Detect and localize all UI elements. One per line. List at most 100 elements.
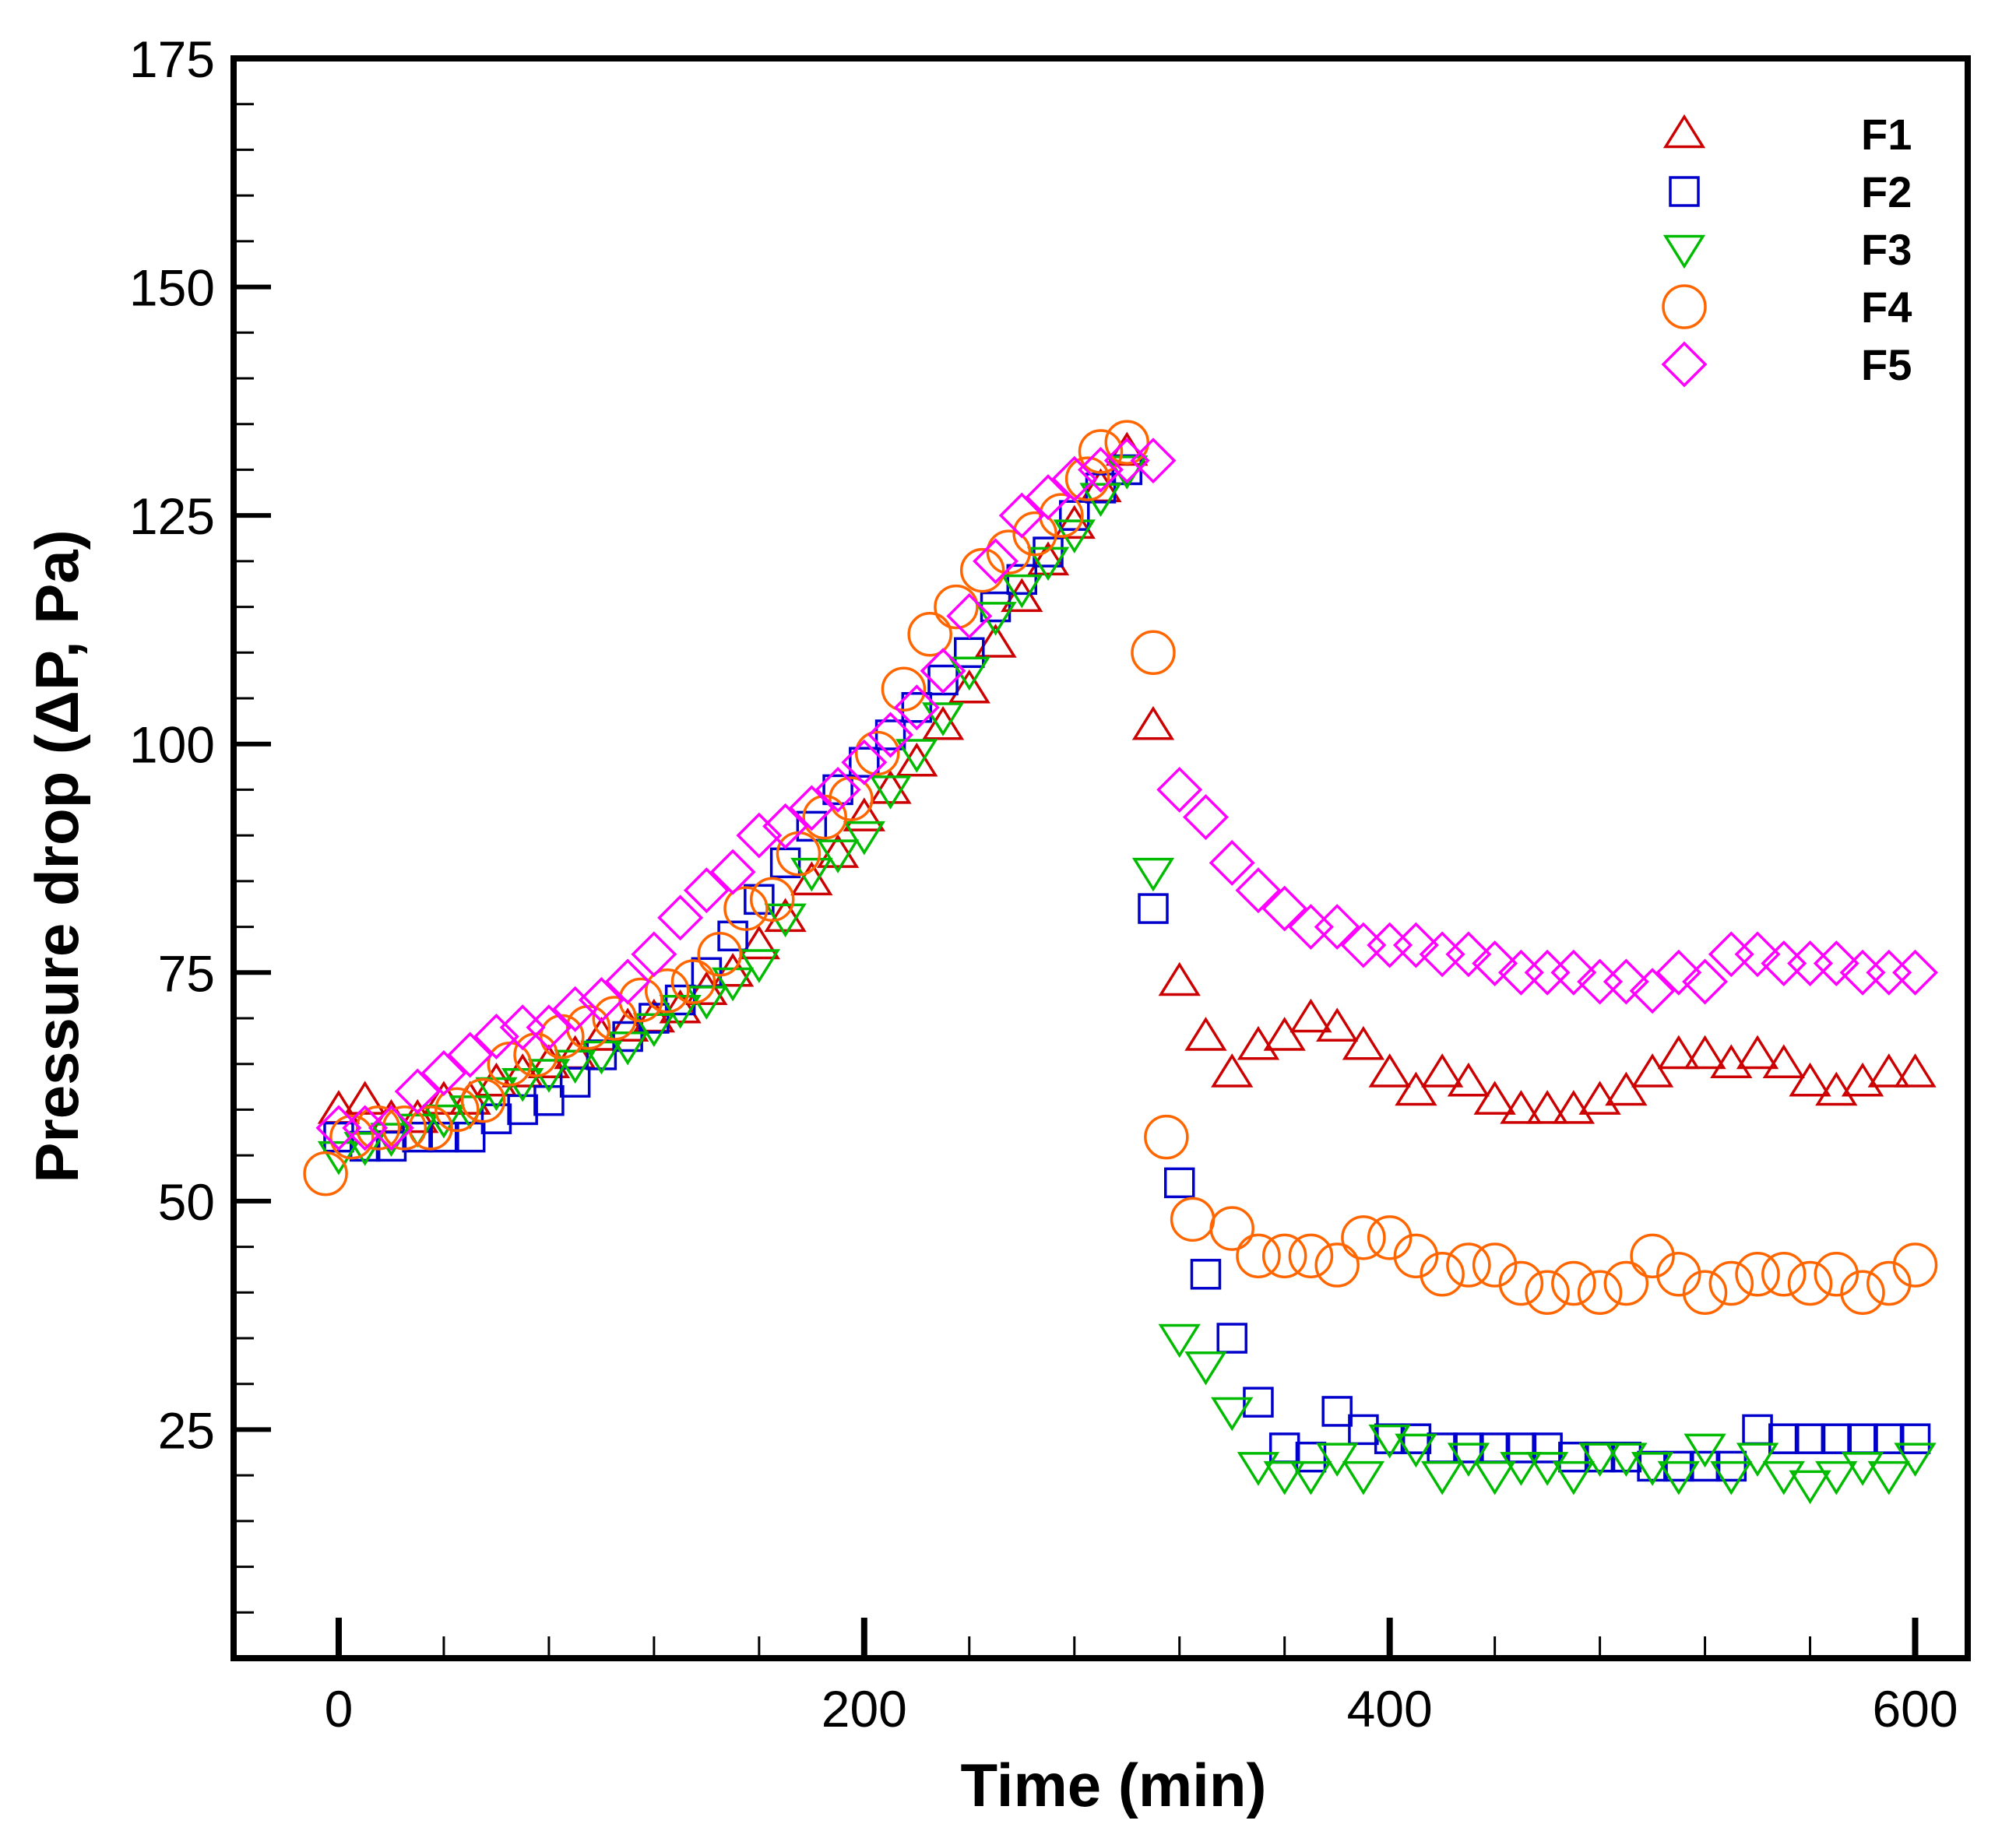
data-point-f5 bbox=[1078, 446, 1124, 493]
data-point-f3 bbox=[1001, 574, 1043, 609]
plot-frame bbox=[230, 55, 1971, 1661]
data-point-f2 bbox=[1715, 1450, 1747, 1482]
data-point-f1 bbox=[843, 797, 885, 831]
data-markers bbox=[303, 420, 1938, 1505]
data-point-f4 bbox=[1039, 493, 1084, 538]
data-point-f5 bbox=[1787, 940, 1834, 987]
data-point-f1 bbox=[501, 1053, 544, 1088]
data-point-f5 bbox=[1892, 949, 1938, 996]
data-point-f1 bbox=[1762, 1044, 1805, 1078]
data-point-f1 bbox=[1316, 1007, 1359, 1042]
data-point-f1 bbox=[816, 834, 860, 868]
data-point-f3 bbox=[895, 739, 938, 773]
data-point-f3 bbox=[475, 1077, 518, 1112]
y-axis-title: Pressure drop (ΔP, Pa) bbox=[23, 529, 91, 1183]
data-point-f4 bbox=[1261, 1233, 1307, 1279]
y-tick-label: 100 bbox=[129, 716, 215, 774]
data-point-f2 bbox=[428, 1121, 459, 1153]
data-point-f2 bbox=[1847, 1423, 1878, 1454]
data-point-f1 bbox=[1026, 541, 1070, 576]
data-point-f3 bbox=[1395, 1433, 1437, 1468]
data-point-f3 bbox=[1026, 546, 1070, 582]
data-point-f1 bbox=[1263, 1017, 1306, 1051]
data-point-f1 bbox=[1867, 1053, 1910, 1088]
data-point-f1 bbox=[659, 989, 702, 1024]
data-point-f5 bbox=[526, 1004, 572, 1051]
data-point-f4 bbox=[1341, 1215, 1386, 1260]
legend-label-f4: F4 bbox=[1861, 283, 1912, 332]
data-point-f2 bbox=[507, 1094, 538, 1126]
data-point-f3 bbox=[1184, 1351, 1227, 1386]
data-point-f1 bbox=[1841, 1062, 1884, 1097]
data-point-f2 bbox=[1874, 1423, 1905, 1454]
data-point-f1 bbox=[1131, 705, 1175, 740]
data-point-f5 bbox=[1524, 949, 1571, 996]
x-tick-label: 200 bbox=[822, 1680, 907, 1738]
data-point-f3 bbox=[1211, 1397, 1254, 1432]
data-point-f4 bbox=[986, 529, 1032, 575]
data-point-f2 bbox=[1006, 564, 1038, 596]
data-point-f4 bbox=[329, 1114, 375, 1160]
data-point-f5 bbox=[1445, 931, 1492, 978]
data-point-f4 bbox=[1708, 1260, 1754, 1306]
data-point-f1 bbox=[1237, 1025, 1280, 1060]
data-point-f4 bbox=[1367, 1215, 1413, 1260]
data-point-f2 bbox=[1899, 1423, 1931, 1454]
data-point-f5 bbox=[946, 592, 993, 639]
data-point-f1 bbox=[606, 1007, 649, 1042]
data-point-f4 bbox=[592, 996, 638, 1041]
data-point-f1 bbox=[1525, 1090, 1569, 1124]
data-point-f2 bbox=[1190, 1259, 1222, 1290]
data-point-f1 bbox=[974, 624, 1017, 658]
data-point-f2 bbox=[1532, 1432, 1563, 1464]
x-axis-ticks: 0 200 400 600 bbox=[325, 1618, 1958, 1738]
data-point-f2 bbox=[927, 664, 959, 696]
data-point-f4 bbox=[1551, 1260, 1596, 1306]
data-point-f5 bbox=[920, 648, 966, 694]
data-point-f3 bbox=[1473, 1460, 1516, 1495]
legend-marker-f5 bbox=[1661, 341, 1708, 388]
series-f5 bbox=[315, 438, 1938, 1151]
data-point-f3 bbox=[1316, 1443, 1359, 1477]
data-point-f4 bbox=[1314, 1242, 1360, 1288]
data-point-f2 bbox=[612, 1021, 643, 1053]
data-point-f4 bbox=[1787, 1260, 1833, 1306]
data-point-f5 bbox=[1734, 931, 1781, 978]
data-point-f4 bbox=[1131, 630, 1176, 676]
data-point-f3 bbox=[606, 1031, 649, 1066]
data-point-f5 bbox=[1235, 867, 1282, 914]
data-point-f1 bbox=[1420, 1053, 1464, 1088]
data-point-f1 bbox=[1815, 1071, 1858, 1106]
data-point-f5 bbox=[762, 803, 809, 849]
data-point-f5 bbox=[893, 684, 940, 731]
data-point-f3 bbox=[711, 967, 755, 1002]
data-point-f4 bbox=[1420, 1252, 1465, 1297]
data-point-f4 bbox=[1682, 1270, 1728, 1316]
data-point-f5 bbox=[1813, 940, 1859, 987]
data-point-f2 bbox=[1505, 1432, 1537, 1464]
data-point-f5 bbox=[1340, 922, 1387, 968]
data-point-f5 bbox=[1629, 968, 1676, 1014]
y-tick-label: 150 bbox=[129, 259, 215, 317]
data-point-f1 bbox=[737, 925, 781, 960]
data-point-f3 bbox=[1867, 1460, 1910, 1495]
data-point-f2 bbox=[1768, 1423, 1800, 1454]
data-point-f3 bbox=[1815, 1460, 1858, 1495]
data-point-f4 bbox=[1209, 1206, 1254, 1251]
data-point-f5 bbox=[1682, 958, 1729, 1005]
y-tick-label: 25 bbox=[158, 1401, 215, 1459]
data-point-f1 bbox=[711, 952, 755, 987]
data-point-f4 bbox=[303, 1151, 348, 1197]
data-point-f3 bbox=[1684, 1433, 1726, 1468]
data-point-f5 bbox=[814, 766, 861, 813]
data-point-f1 bbox=[764, 898, 807, 933]
data-point-f3 bbox=[1525, 1452, 1569, 1486]
data-point-f5 bbox=[788, 785, 835, 831]
data-point-f1 bbox=[1500, 1090, 1543, 1124]
data-point-f5 bbox=[867, 712, 914, 758]
data-point-f1 bbox=[1395, 1071, 1437, 1106]
legend-marker-f2 bbox=[1669, 176, 1700, 207]
data-point-f5 bbox=[683, 867, 730, 914]
data-point-f1 bbox=[1605, 1071, 1648, 1106]
data-point-f3 bbox=[1342, 1460, 1385, 1495]
